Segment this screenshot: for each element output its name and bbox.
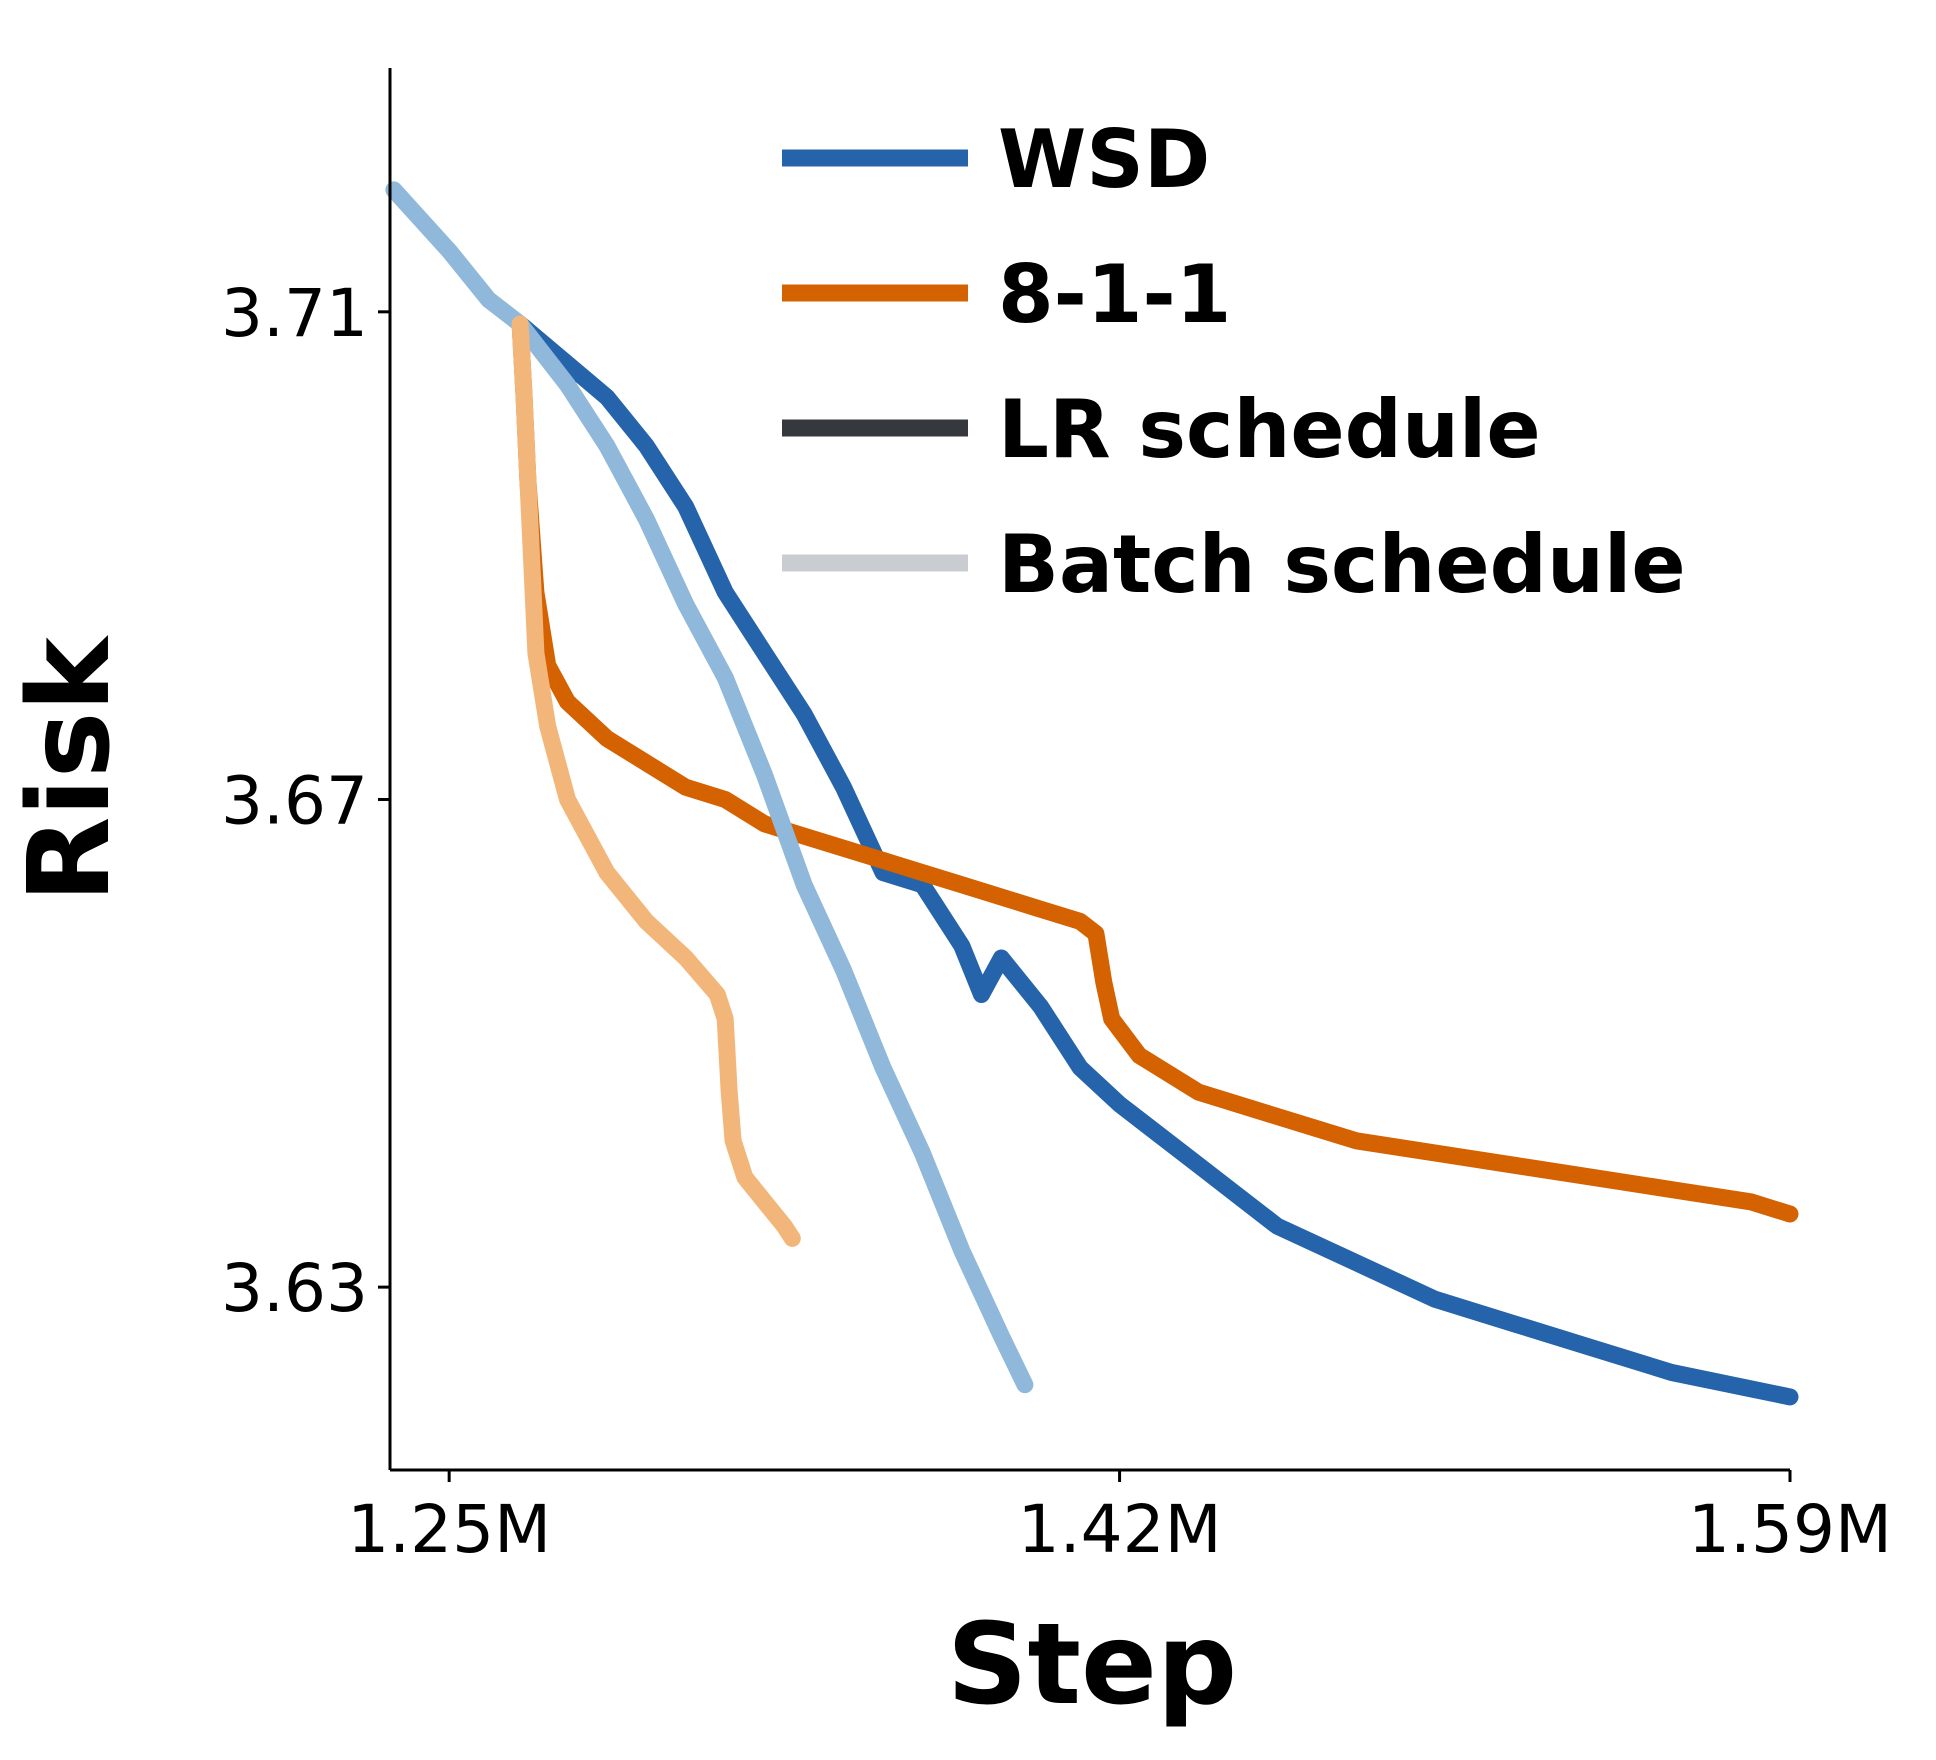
y-axis-title: Risk [5,635,135,903]
y-tick-label: 3.67 [221,762,368,839]
series-line-wsd-lr-schedule [511,315,1799,1406]
y-tick-label: 3.71 [221,275,368,352]
legend-label-lr-schedule: LR schedule [998,383,1541,476]
series-line-8-1-1-lr-schedule [511,315,1799,1223]
x-tick-label: 1.42M [1018,1491,1222,1568]
x-axis-title: Step [947,1600,1237,1730]
x-tick-label: 1.59M [1688,1491,1892,1568]
x-ticks: 1.25M 1.42M 1.59M [347,1470,1892,1568]
y-ticks: 3.71 3.67 3.63 [221,275,390,1327]
legend-label-wsd: WSD [998,113,1210,206]
plot-lines [385,181,1799,1406]
legend-label-8-1-1: 8-1-1 [998,248,1231,341]
y-tick-label: 3.63 [221,1250,368,1327]
series-line-wsd-batch-schedule [385,181,1034,1394]
x-tick-label: 1.25M [347,1491,551,1568]
series-line-8-1-1-batch-schedule [511,315,801,1247]
axes [388,68,1790,1472]
legend: WSD 8-1-1 LR schedule Batch schedule [782,113,1686,611]
legend-label-batch-schedule: Batch schedule [998,518,1686,611]
